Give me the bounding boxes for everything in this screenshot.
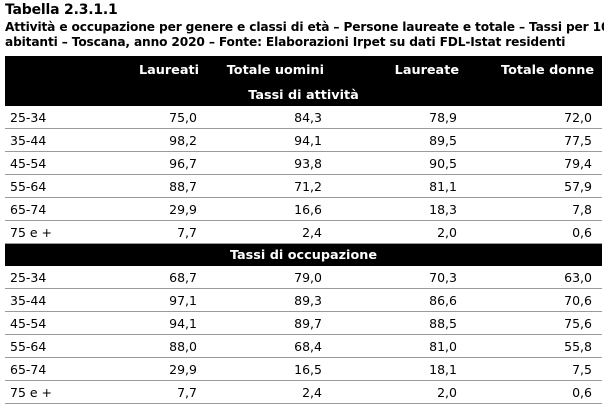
- table-cell: 94,1: [207, 128, 332, 152]
- row-label: 45-54: [5, 151, 100, 175]
- table-row: 75 e +7,7 2,4 2,0 0,6: [5, 380, 602, 404]
- table-caption: Attività e occupazione per genere e clas…: [5, 20, 604, 50]
- table-cell: 88,5: [332, 311, 467, 335]
- table-cell: 79,0: [207, 266, 332, 289]
- column-header-totale-donne: Totale donne: [467, 56, 602, 84]
- table-row: 65-74 29,9 16,6 18,3 7,8: [5, 197, 602, 221]
- table-cell: 2,0: [332, 220, 467, 244]
- data-table: Laureati Totale uomini Laureate Totale d…: [5, 56, 602, 404]
- table-body: Tassi di attività 25-34 75,0 84,3 78,9 72,0 35…: [5, 84, 602, 404]
- table-row: 65-74 29,9 16,5 18,1 7,5: [5, 357, 602, 381]
- table-cell: 0,6: [467, 220, 602, 244]
- table-cell: 81,0: [332, 334, 467, 358]
- column-header-totale-uomini: Totale uomini: [207, 56, 332, 84]
- table-row: 45-54 94,1 89,7 88,5 75,6: [5, 311, 602, 335]
- table-cell: 79,4: [467, 151, 602, 175]
- table-row: 45-54 96,7 93,8 90,5 79,4: [5, 151, 602, 175]
- table-cell: 68,7: [100, 266, 207, 289]
- row-label: 25-34: [5, 266, 100, 289]
- table-cell: 98,2: [100, 128, 207, 152]
- table-cell: 18,1: [332, 357, 467, 381]
- row-label: 45-54: [5, 311, 100, 335]
- table-cell: 63,0: [467, 266, 602, 289]
- table-cell: 7,7: [100, 220, 207, 244]
- table-cell: 57,9: [467, 174, 602, 198]
- table-cell: 16,6: [207, 197, 332, 221]
- table-cell: 2,4: [207, 380, 332, 404]
- row-label: 35-44: [5, 288, 100, 312]
- row-label: 65-74: [5, 197, 100, 221]
- table-row: 25-34 75,0 84,3 78,9 72,0: [5, 106, 602, 129]
- table-cell: 89,5: [332, 128, 467, 152]
- column-header-laureate: Laureate: [332, 56, 467, 84]
- table-cell: 0,6: [467, 380, 602, 404]
- table-row: 75 e +7,7 2,4 2,0 0,6: [5, 220, 602, 244]
- table-cell: 29,9: [100, 197, 207, 221]
- table-cell: 93,8: [207, 151, 332, 175]
- table-cell: 84,3: [207, 106, 332, 129]
- table-caption-line-1: Attività e occupazione per genere e clas…: [5, 20, 604, 34]
- table-cell: 96,7: [100, 151, 207, 175]
- table-cell: 90,5: [332, 151, 467, 175]
- table-cell: 16,5: [207, 357, 332, 381]
- table-cell: 7,8: [467, 197, 602, 221]
- column-header-laureati: Laureati: [100, 56, 207, 84]
- table-cell: 88,0: [100, 334, 207, 358]
- row-label: 55-64: [5, 174, 100, 198]
- table-title: Tabella 2.3.1.1: [5, 2, 118, 18]
- table-row: 55-64 88,7 71,2 81,1 57,9: [5, 174, 602, 198]
- table-cell: 88,7: [100, 174, 207, 198]
- table-cell: 55,8: [467, 334, 602, 358]
- table-cell: 89,7: [207, 311, 332, 335]
- table-cell: 75,6: [467, 311, 602, 335]
- row-label: 75 e +: [5, 220, 100, 244]
- table-caption-line-2: abitanti – Toscana, anno 2020 – Fonte: E…: [5, 35, 566, 49]
- table-cell: 68,4: [207, 334, 332, 358]
- table-cell: 94,1: [100, 311, 207, 335]
- row-label: 75 e +: [5, 380, 100, 404]
- row-label: 25-34: [5, 106, 100, 129]
- table-cell: 70,3: [332, 266, 467, 289]
- table-row: 25-34 68,7 79,0 70,3 63,0: [5, 266, 602, 289]
- section-title: Tassi di attività: [5, 84, 602, 106]
- table-cell: 71,2: [207, 174, 332, 198]
- table-header-row: Laureati Totale uomini Laureate Totale d…: [5, 56, 602, 84]
- table-cell: 81,1: [332, 174, 467, 198]
- row-label: 35-44: [5, 128, 100, 152]
- table-row: 55-64 88,0 68,4 81,0 55,8: [5, 334, 602, 358]
- table-cell: 29,9: [100, 357, 207, 381]
- table-cell: 2,0: [332, 380, 467, 404]
- table-cell: 77,5: [467, 128, 602, 152]
- table-cell: 7,7: [100, 380, 207, 404]
- row-label: 65-74: [5, 357, 100, 381]
- table-cell: 97,1: [100, 288, 207, 312]
- table-row: 35-44 98,2 94,1 89,5 77,5: [5, 128, 602, 152]
- section-header-row: Tassi di occupazione: [5, 243, 602, 266]
- table-cell: 78,9: [332, 106, 467, 129]
- table-cell: 89,3: [207, 288, 332, 312]
- table-cell: 86,6: [332, 288, 467, 312]
- section-title: Tassi di occupazione: [5, 243, 602, 266]
- table-cell: 18,3: [332, 197, 467, 221]
- table-cell: 70,6: [467, 288, 602, 312]
- table-cell: 75,0: [100, 106, 207, 129]
- table-row: 35-44 97,1 89,3 86,6 70,6: [5, 288, 602, 312]
- table-cell: 7,5: [467, 357, 602, 381]
- row-label: 55-64: [5, 334, 100, 358]
- column-header-label: [5, 56, 100, 84]
- table-cell: 2,4: [207, 220, 332, 244]
- section-header-row: Tassi di attività: [5, 84, 602, 106]
- table-cell: 72,0: [467, 106, 602, 129]
